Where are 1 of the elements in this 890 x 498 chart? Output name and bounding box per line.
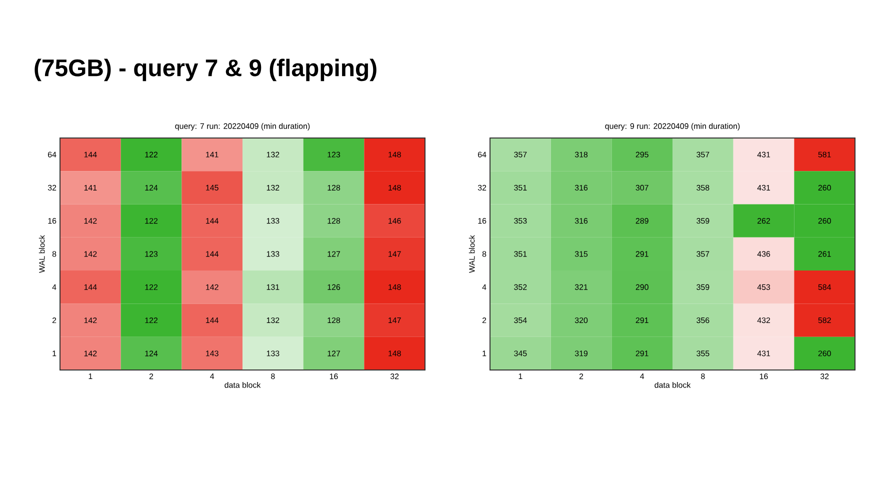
text: (75GB) - query 7 & 9 (flapping) (34, 58, 376, 82)
